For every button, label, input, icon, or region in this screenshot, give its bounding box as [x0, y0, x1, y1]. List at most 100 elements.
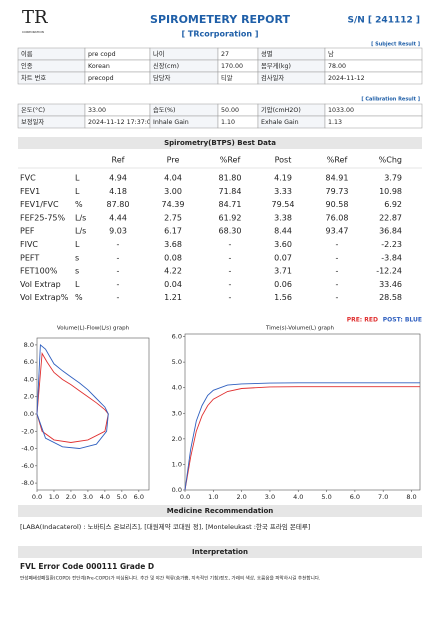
- row-unit: L: [75, 187, 80, 196]
- curve: [36, 352, 109, 443]
- row-label: FEV1: [20, 187, 40, 196]
- cell-text: 성별: [261, 49, 273, 58]
- legend-pre: PRE: RED: [347, 317, 378, 324]
- row-unit: L: [75, 280, 80, 289]
- x-tick-label: 7.0: [378, 493, 388, 501]
- cell-value: 36.84: [379, 227, 402, 236]
- cell-value: 76.08: [326, 213, 349, 222]
- cell-value: -3.84: [381, 253, 402, 262]
- cell-value: -: [229, 267, 232, 276]
- cell-value: 0.06: [274, 280, 292, 289]
- cell-text: 보정일자: [21, 117, 44, 126]
- cell-value: -: [229, 280, 232, 289]
- cell-value: 93.47: [326, 227, 349, 236]
- cell-value: 3.00: [164, 187, 182, 196]
- column-header: Pre: [167, 156, 180, 165]
- section-bar: [18, 137, 422, 149]
- cell-value: 3.71: [274, 267, 292, 276]
- cell-value: 6.17: [164, 227, 182, 236]
- cell-value: 3.79: [384, 174, 402, 183]
- cell-value: 28.58: [379, 293, 402, 302]
- cell-value: 84.71: [219, 200, 242, 209]
- row-unit: L/s: [75, 227, 86, 236]
- cell-value: 71.84: [219, 187, 242, 196]
- cell-value: -: [117, 293, 120, 302]
- cell-value: -: [336, 253, 339, 262]
- row-label: FEF25-75%: [20, 213, 66, 222]
- cell-value: 1.21: [164, 293, 182, 302]
- cell-value: -: [117, 267, 120, 276]
- cell-text: 이름: [21, 49, 33, 58]
- x-tick-label: 0.0: [180, 493, 190, 501]
- row-unit: %: [75, 200, 83, 209]
- x-tick-label: 1.0: [208, 493, 218, 501]
- cell-text: 50.00: [221, 107, 239, 114]
- cell-value: 3.60: [274, 240, 292, 249]
- cell-value: -: [229, 293, 232, 302]
- logo-sub: CORPORATION: [22, 30, 44, 34]
- cell-value: 81.80: [219, 174, 242, 183]
- cell-value: -: [117, 280, 120, 289]
- table-cell: [324, 47, 423, 61]
- cell-text: 1.10: [221, 119, 235, 126]
- y-tick-label: 3.0: [172, 409, 182, 417]
- y-tick-label: 4.0: [172, 384, 182, 392]
- cell-text: 담당자: [153, 73, 171, 82]
- cell-text: pre copd: [88, 51, 116, 58]
- cell-value: -: [336, 280, 339, 289]
- y-tick-label: -6.0: [21, 462, 34, 470]
- x-tick-label: 5.0: [321, 493, 331, 501]
- curve: [184, 382, 420, 491]
- cell-value: -: [229, 240, 232, 249]
- cell-value: -: [336, 267, 339, 276]
- column-header: Ref: [112, 156, 125, 165]
- curve: [36, 343, 109, 449]
- row-label: PEFT: [20, 253, 39, 262]
- row-unit: L: [75, 174, 80, 183]
- medicine-text: [LABA(Indacaterol) : 노바티스 온브리즈], [대원제약 코…: [20, 522, 310, 531]
- column-header: Post: [275, 156, 292, 165]
- cell-value: 3.68: [164, 240, 182, 249]
- row-unit: s: [75, 253, 79, 262]
- y-tick-label: 1.0: [172, 460, 182, 468]
- cell-value: 3.38: [274, 213, 292, 222]
- y-tick-label: 2.0: [24, 393, 34, 401]
- y-tick-label: -8.0: [21, 479, 34, 487]
- cell-value: 0.07: [274, 253, 292, 262]
- cell-value: 74.39: [162, 200, 185, 209]
- cell-text: Exhale Gain: [261, 119, 299, 126]
- cell-text: 티알: [221, 73, 233, 82]
- cell-value: 4.44: [109, 213, 127, 222]
- cell-value: -: [336, 293, 339, 302]
- section-title: Interpretation: [192, 548, 248, 556]
- table-cell: [324, 71, 423, 85]
- y-tick-label: 6.0: [172, 333, 182, 341]
- cell-text: 몸무게(kg): [261, 61, 291, 70]
- cell-value: 6.92: [384, 200, 402, 209]
- row-label: Vol Extrap: [20, 280, 61, 289]
- cell-value: 0.04: [164, 280, 182, 289]
- cell-text: 2024-11-12: [328, 75, 365, 82]
- section-bar: [18, 505, 422, 517]
- cell-text: 나이: [153, 49, 165, 58]
- plot-frame: [184, 333, 421, 491]
- cell-value: 0.08: [164, 253, 182, 262]
- error-code: FVL Error Code 000111 Grade D: [20, 562, 154, 571]
- cell-text: 27: [221, 51, 229, 58]
- section-title: Spirometry(BTPS) Best Data: [164, 139, 276, 147]
- cell-text: 차트 번호: [21, 73, 46, 82]
- cell-value: 10.98: [379, 187, 402, 196]
- interpretation-text: 만성폐쇄성폐질환(COPD) 전단계(Pre-COPD)가 의심됩니다. 추간 …: [20, 575, 320, 582]
- cell-value: 4.94: [109, 174, 127, 183]
- cell-value: 2.75: [164, 213, 182, 222]
- cell-value: 90.58: [326, 200, 349, 209]
- y-tick-label: 0.0: [172, 486, 182, 494]
- cell-text: 습도(%): [153, 105, 175, 114]
- row-label: FVC: [20, 174, 36, 183]
- cell-value: 4.04: [164, 174, 182, 183]
- cell-text: 33.00: [88, 107, 106, 114]
- x-tick-label: 8.0: [406, 493, 416, 501]
- x-tick-label: 1.0: [49, 493, 59, 501]
